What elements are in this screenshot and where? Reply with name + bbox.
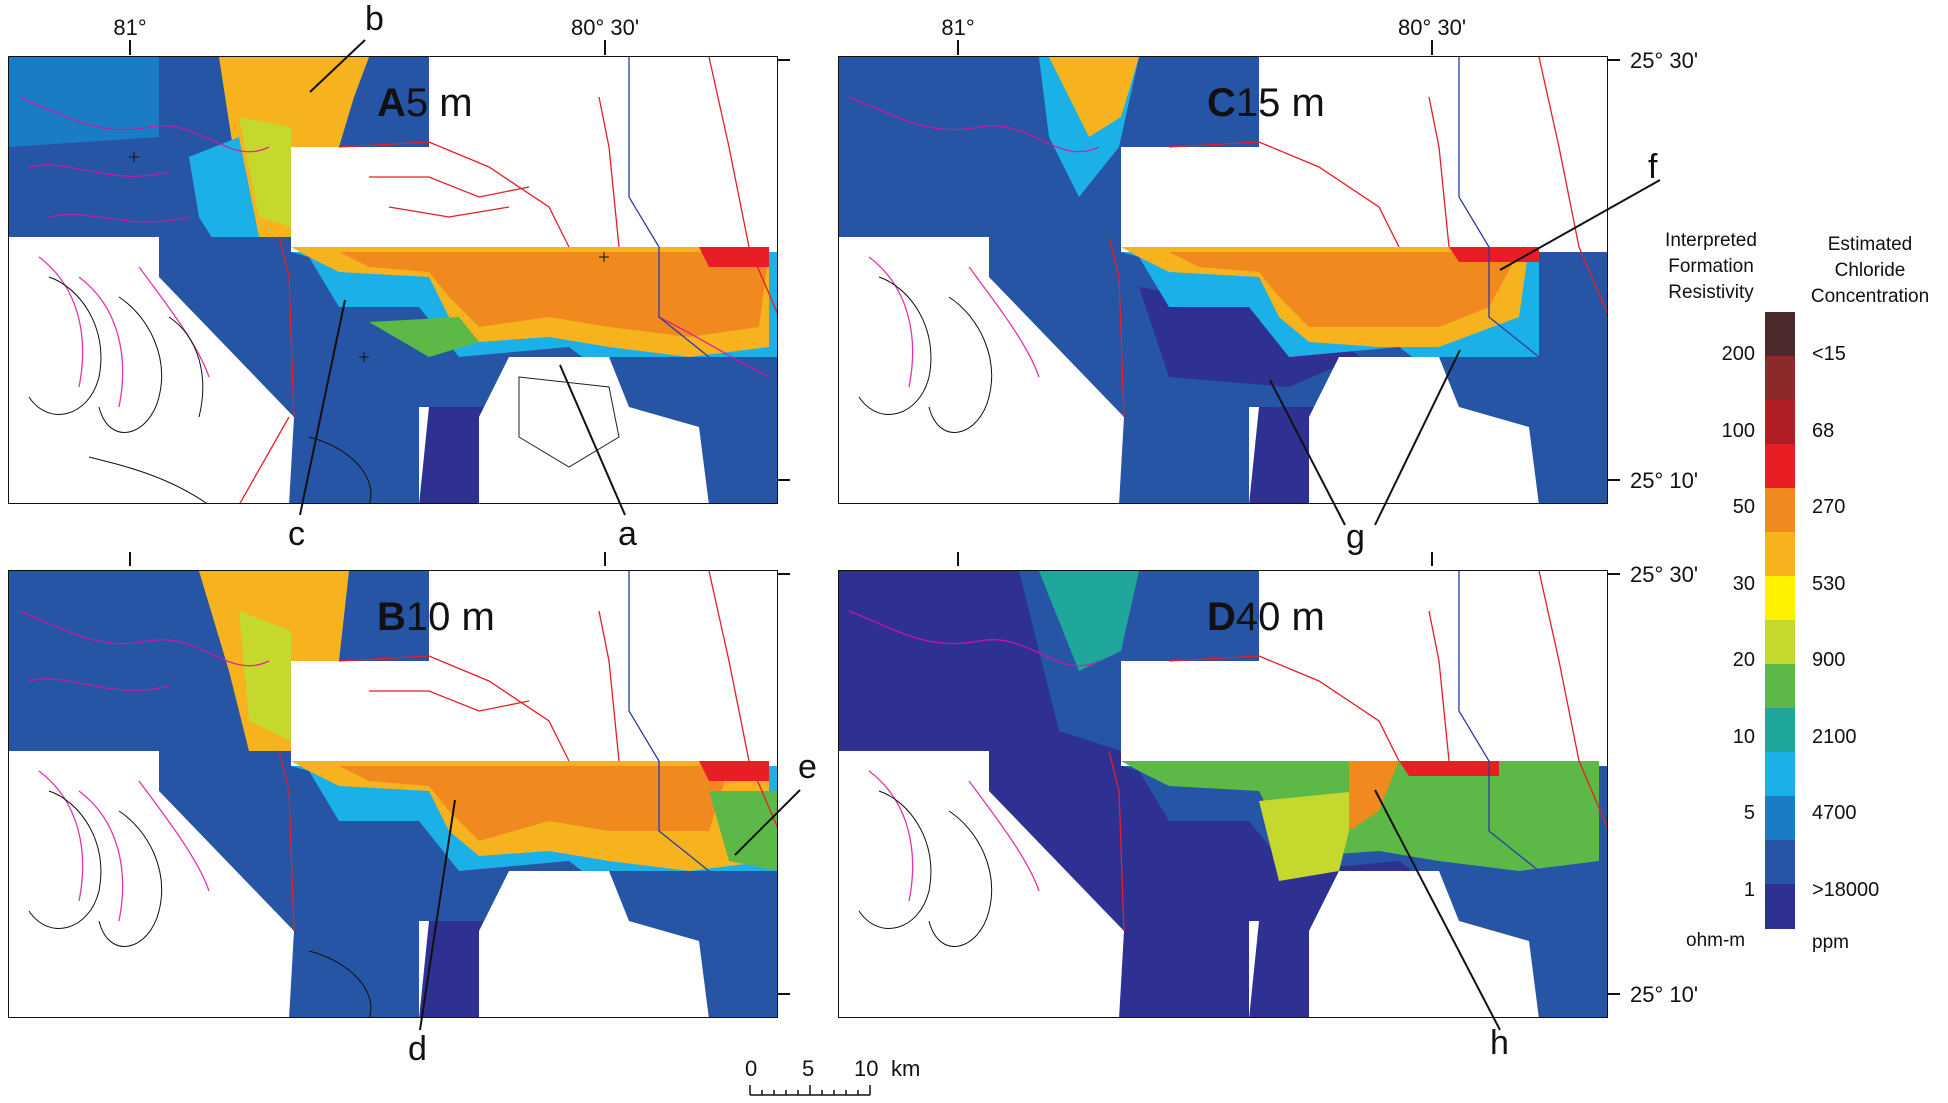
lat-label-2530-bottom: 25° 30' [1630,562,1699,587]
callout-f: f [1648,148,1658,186]
legend-color-swatch [1765,576,1795,621]
legend-res-10: 10 [1732,726,1755,748]
panel-a-letter: A [377,81,406,125]
legend-color-swatch [1765,444,1795,489]
callout-b: b [365,0,384,38]
legend-title-left: Interpreted Formation Resistivity [1646,228,1776,306]
legend-color-swatch [1765,840,1795,885]
panel-b-depth: 10 m [405,595,495,639]
lon-label-81-right: 81° [941,15,975,40]
legend-cl-15: <15 [1812,343,1846,365]
callout-e: e [798,748,817,786]
panel-b-letter: B [377,595,406,639]
scale-label-0: 0 [745,1056,758,1081]
callout-d: d [408,1030,427,1068]
panel-d-title: D40 m [1207,595,1325,640]
legend-res-100: 100 [1721,420,1755,442]
lon-label-81-left: 81° [113,15,147,40]
map-panel-b: B10 m [8,570,778,1018]
legend-color-swatch [1765,356,1795,401]
panel-c-depth: 15 m [1235,81,1325,125]
legend-res-50: 50 [1732,496,1755,518]
legend-res-30: 30 [1732,573,1755,595]
legend-title-right-line2: Chloride [1834,260,1906,281]
lat-label-2530-top: 25° 30' [1630,48,1699,73]
panel-a-depth: 5 m [405,81,473,125]
legend-color-swatch [1765,400,1795,445]
legend-title-left-line1: Interpreted [1665,230,1757,251]
panel-d-letter: D [1207,595,1236,639]
legend-color-swatch [1765,752,1795,797]
callout-a: a [618,515,637,553]
legend-color-swatch [1765,708,1795,753]
scale-label-10: 10 [854,1056,879,1081]
lon-label-8030-right: 80° 30' [1397,15,1467,40]
panel-a-title: A5 m [377,81,473,126]
legend-res-1: 1 [1743,879,1755,901]
callout-g: g [1346,518,1365,556]
legend-color-swatch [1765,532,1795,577]
map-panel-c: C15 m [838,56,1608,504]
legend-color-swatch [1765,488,1795,533]
legend-title-right-line1: Estimated [1827,234,1913,255]
map-panel-d: D40 m [838,570,1608,1018]
legend-unit-ppm: ppm [1812,932,1849,953]
legend-color-swatch [1765,884,1795,929]
legend-cl-68: 68 [1812,420,1835,442]
legend-res-200: 200 [1721,343,1755,365]
callout-h: h [1490,1024,1509,1062]
legend-title-left-line3: Resistivity [1668,282,1754,303]
legend-cl-4700: 4700 [1812,802,1857,824]
lon-label-8030-left: 80° 30' [570,15,640,40]
legend-color-swatch [1765,796,1795,841]
legend-cl-270: 270 [1812,496,1846,518]
legend-cl-900: 900 [1812,649,1846,671]
lat-label-2510-top: 25° 10' [1630,468,1699,493]
legend-title-left-line2: Formation [1668,256,1754,277]
map-panel-a: A5 m [8,56,778,504]
scale-label-5: 5 [802,1056,815,1081]
scale-unit-km: km [891,1056,921,1081]
map-panel-b-graphic [9,571,777,1017]
panel-d-depth: 40 m [1235,595,1325,639]
lat-label-2510-bottom: 25° 10' [1630,982,1699,1007]
legend-title-right: Estimated Chloride Concentration [1792,232,1948,310]
legend-color-swatch [1765,664,1795,709]
legend-res-20: 20 [1732,649,1755,671]
legend-cl-530: 530 [1812,573,1846,595]
callout-c: c [288,515,305,553]
scale-bar [749,1085,871,1096]
legend-cl-2100: 2100 [1812,726,1857,748]
legend-color-bar [1765,312,1795,929]
panel-b-title: B10 m [377,595,495,640]
legend-res-5: 5 [1743,802,1755,824]
legend-cl-18000: >18000 [1812,879,1880,901]
legend-color-swatch [1765,620,1795,665]
panel-c-letter: C [1207,81,1236,125]
legend-title-right-line3: Concentration [1810,286,1930,307]
map-panel-c-graphic [839,57,1607,503]
legend-unit-ohm-m: ohm-m [1686,930,1746,951]
panel-c-title: C15 m [1207,81,1325,126]
legend-color-swatch [1765,312,1795,357]
